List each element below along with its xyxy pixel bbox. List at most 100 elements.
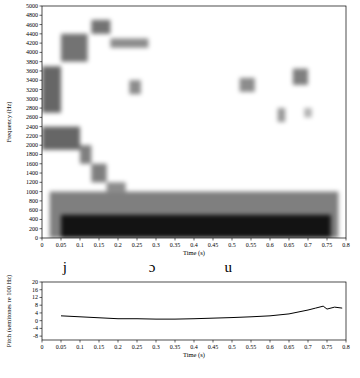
y-axis-title: Frequency (Hz) xyxy=(5,102,13,143)
x-tick xyxy=(61,340,62,343)
y-tick xyxy=(40,24,43,25)
y-tick-label: 1800 xyxy=(26,151,38,157)
x-tick-label: 0.05 xyxy=(56,344,67,350)
y-tick xyxy=(40,238,43,239)
x-tick xyxy=(289,340,290,343)
spectral-energy xyxy=(110,38,148,47)
x-tick xyxy=(251,238,252,241)
plot-area xyxy=(61,306,342,319)
spectral-energy xyxy=(61,215,331,238)
x-tick-label: 0.65 xyxy=(284,242,295,248)
x-tick-label: 0.2 xyxy=(114,344,122,350)
y-tick xyxy=(40,320,43,321)
x-tick-label: 0.1 xyxy=(76,344,84,350)
x-tick-label: 0.1 xyxy=(76,242,84,248)
x-tick xyxy=(327,340,328,343)
y-tick xyxy=(40,126,43,127)
x-tick-label: 0.4 xyxy=(190,242,198,248)
x-tick xyxy=(175,238,176,241)
x-tick-label: 0 xyxy=(41,344,44,350)
y-tick xyxy=(40,312,43,313)
x-tick-label: 0.4 xyxy=(190,344,198,350)
spectral-energy xyxy=(278,108,286,122)
x-tick-label: 0.65 xyxy=(284,344,295,350)
y-tick-label: 4200 xyxy=(26,40,38,46)
y-tick-label: 200 xyxy=(29,226,38,232)
spectral-energy xyxy=(50,192,339,238)
pitch-line xyxy=(61,306,342,319)
y-tick-label: 3600 xyxy=(26,68,38,74)
y-tick-label: 3800 xyxy=(26,59,38,65)
x-tick-label: 0.3 xyxy=(152,344,160,350)
y-tick-label: 3400 xyxy=(26,77,38,83)
x-tick-label: 0.7 xyxy=(304,242,312,248)
x-tick-label: 0.45 xyxy=(208,344,219,350)
y-tick-label: 800 xyxy=(29,198,38,204)
y-tick-label: 12 xyxy=(32,294,38,300)
x-tick-label: 0.55 xyxy=(246,344,257,350)
y-tick-label: 1200 xyxy=(26,179,38,185)
spectral-energy xyxy=(129,80,140,94)
x-tick xyxy=(308,238,309,241)
y-tick-label: 400 xyxy=(29,216,38,222)
x-tick xyxy=(156,238,157,241)
y-tick xyxy=(40,52,43,53)
x-tick xyxy=(42,238,43,241)
y-axis-title: Pitch (semitones re 100 Hz) xyxy=(5,275,13,348)
x-tick xyxy=(346,340,347,343)
y-tick xyxy=(40,117,43,118)
y-tick-label: 0 xyxy=(35,235,38,241)
x-tick-label: 0.6 xyxy=(266,242,274,248)
plot-area xyxy=(42,20,338,238)
y-tick xyxy=(40,289,43,290)
y-tick xyxy=(40,108,43,109)
x-tick xyxy=(137,340,138,343)
y-tick-label: 4800 xyxy=(26,12,38,18)
y-tick xyxy=(40,297,43,298)
y-tick xyxy=(40,135,43,136)
y-tick-label: 1600 xyxy=(26,161,38,167)
y-tick-label: 4000 xyxy=(26,49,38,55)
x-tick-label: 0.5 xyxy=(228,242,236,248)
segment-label: u xyxy=(224,259,232,275)
y-tick-label: 2000 xyxy=(26,142,38,148)
y-tick xyxy=(40,98,43,99)
spectral-energy xyxy=(91,164,106,183)
x-tick-label: 0.2 xyxy=(114,242,122,248)
frame xyxy=(42,6,346,238)
y-tick-label: 3000 xyxy=(26,96,38,102)
y-tick-label: 0 xyxy=(35,318,38,324)
y-tick xyxy=(40,191,43,192)
spectral-energy xyxy=(80,145,91,164)
y-tick-label: 1000 xyxy=(26,189,38,195)
y-tick xyxy=(40,182,43,183)
x-tick xyxy=(137,238,138,241)
y-tick xyxy=(40,80,43,81)
y-tick xyxy=(40,15,43,16)
x-tick xyxy=(80,340,81,343)
x-tick-label: 0.15 xyxy=(94,242,105,248)
x-tick xyxy=(232,340,233,343)
y-tick-label: 600 xyxy=(29,207,38,213)
spectral-energy xyxy=(42,127,80,150)
x-tick xyxy=(42,340,43,343)
x-tick xyxy=(118,238,119,241)
panel-2: 00.050.10.150.20.250.30.350.40.450.50.55… xyxy=(5,275,350,359)
y-tick xyxy=(40,33,43,34)
x-tick-label: 0.6 xyxy=(266,344,274,350)
x-tick-label: 0.7 xyxy=(304,344,312,350)
x-tick xyxy=(156,340,157,343)
y-tick-label: 1400 xyxy=(26,170,38,176)
y-tick xyxy=(40,6,43,7)
x-tick-label: 0.25 xyxy=(132,344,143,350)
figure: 00.050.10.150.20.250.30.350.40.450.50.55… xyxy=(0,0,360,378)
x-tick-label: 0.45 xyxy=(208,242,219,248)
y-tick-label: 4600 xyxy=(26,22,38,28)
y-tick xyxy=(40,70,43,71)
y-tick-label: 2200 xyxy=(26,133,38,139)
y-tick-label: 2400 xyxy=(26,124,38,130)
x-tick xyxy=(289,238,290,241)
y-tick-label: 2600 xyxy=(26,114,38,120)
x-tick xyxy=(99,238,100,241)
spectral-energy xyxy=(42,66,61,112)
